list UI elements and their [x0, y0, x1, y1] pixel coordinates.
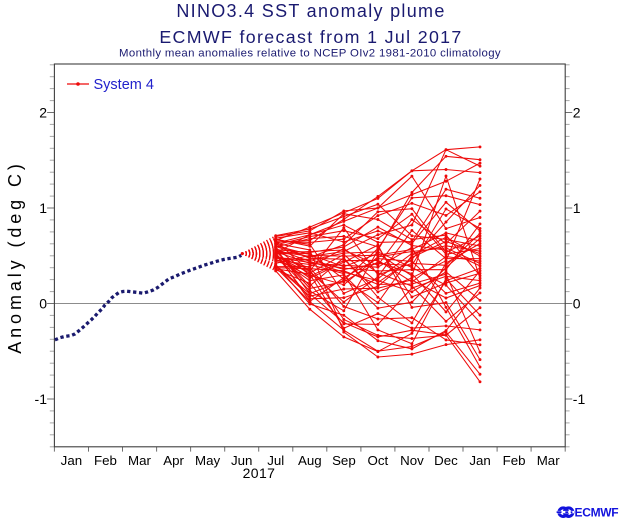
svg-text:2: 2: [573, 104, 581, 120]
svg-text:Monthly mean anomalies relativ: Monthly mean anomalies relative to NCEP …: [119, 48, 501, 60]
svg-text:Nov: Nov: [400, 453, 424, 468]
svg-text:Jun: Jun: [231, 453, 252, 468]
svg-text:System 4: System 4: [94, 77, 154, 93]
svg-text:0: 0: [39, 295, 47, 311]
svg-text:2: 2: [39, 104, 47, 120]
svg-text:NINO3.4 SST anomaly plume: NINO3.4 SST anomaly plume: [176, 1, 445, 21]
svg-text:Apr: Apr: [163, 453, 184, 468]
svg-text:1: 1: [39, 200, 47, 216]
svg-text:ECMWF: ECMWF: [575, 505, 619, 519]
svg-text:ECMWF forecast from 1 Jul 2017: ECMWF forecast from 1 Jul 2017: [159, 27, 462, 47]
svg-text:Sep: Sep: [332, 453, 356, 468]
svg-text:Jan: Jan: [61, 453, 82, 468]
svg-text:Mar: Mar: [537, 453, 560, 468]
svg-text:May: May: [195, 453, 220, 468]
svg-text:Oct: Oct: [368, 453, 389, 468]
svg-text:Feb: Feb: [94, 453, 117, 468]
svg-text:Anomaly (deg C): Anomaly (deg C): [5, 160, 25, 354]
svg-text:Mar: Mar: [128, 453, 151, 468]
svg-text:1: 1: [573, 200, 581, 216]
svg-text:0: 0: [573, 295, 581, 311]
svg-text:Dec: Dec: [434, 453, 458, 468]
svg-text:Jan: Jan: [469, 453, 490, 468]
svg-text:-1: -1: [35, 391, 48, 407]
svg-text:Feb: Feb: [503, 453, 526, 468]
svg-text:2017: 2017: [243, 465, 276, 481]
svg-text:Jul: Jul: [267, 453, 284, 468]
svg-text:Aug: Aug: [298, 453, 322, 468]
svg-text:-1: -1: [573, 391, 586, 407]
